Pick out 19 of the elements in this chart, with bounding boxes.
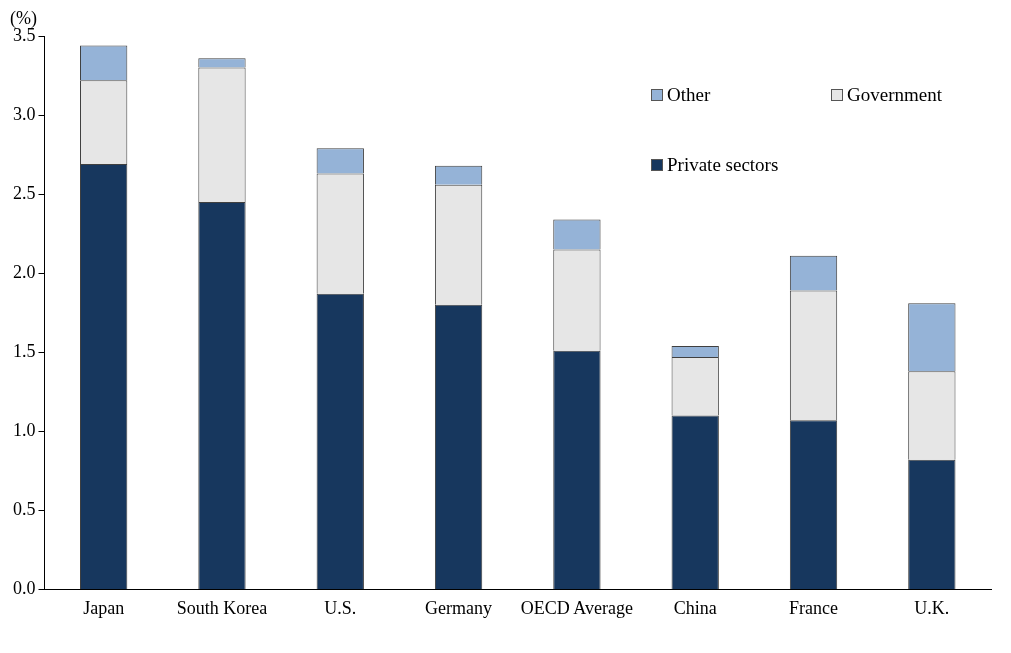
x-tick-label: France [789, 597, 839, 618]
x-tick-label: China [673, 597, 717, 618]
x-tick-label: U.K. [914, 597, 950, 618]
legend-label: Government [847, 84, 942, 106]
y-tick-label: 1.0 [13, 420, 36, 441]
y-tick-label: 2.5 [13, 182, 36, 203]
y-tick-label: 0.0 [13, 578, 36, 599]
y-tick-label: 3.0 [13, 103, 36, 124]
y-axis-title: (%) [10, 8, 37, 29]
legend-label: Other [667, 84, 711, 106]
legend-label: Private sectors [667, 154, 779, 176]
y-tick-label: 1.5 [13, 340, 36, 361]
x-tick-label: Japan [83, 597, 125, 618]
y-tick-label: 0.5 [13, 499, 36, 520]
x-tick-label: South Korea [176, 597, 268, 618]
x-tick-label: OECD Average [520, 597, 633, 618]
x-tick-label: Germany [425, 597, 493, 618]
x-tick-label: U.S. [324, 597, 357, 618]
y-tick-label: 2.0 [13, 261, 36, 282]
